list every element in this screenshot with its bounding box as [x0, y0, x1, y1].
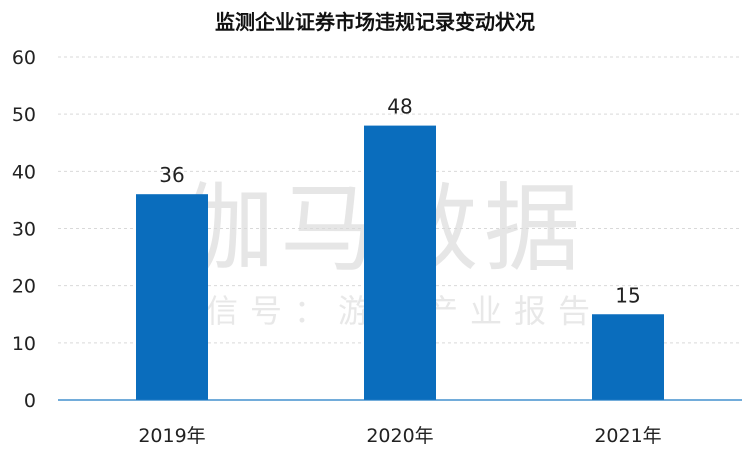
bars: [136, 125, 664, 400]
y-tick-label: 30: [12, 219, 36, 241]
y-tick-label: 50: [12, 104, 36, 126]
x-axis-category-labels: 2019年 2020年 2021年: [138, 425, 661, 447]
bar-2019: [136, 194, 208, 400]
bar-value-label: 36: [159, 163, 184, 187]
bar-2020: [364, 125, 436, 400]
bar-value-label: 48: [387, 95, 412, 119]
y-tick-label: 40: [12, 161, 36, 183]
y-tick-label: 20: [12, 276, 36, 298]
x-category-label: 2019年: [138, 425, 205, 447]
y-tick-label: 60: [12, 47, 36, 69]
x-category-label: 2020年: [366, 425, 433, 447]
bar-2021: [592, 314, 664, 400]
y-tick-label: 0: [24, 390, 36, 412]
y-axis-tick-labels: 0 10 20 30 40 50 60: [12, 47, 36, 412]
data-labels: 36 48 15: [159, 95, 640, 308]
x-category-label: 2021年: [594, 425, 661, 447]
y-tick-label: 10: [12, 333, 36, 355]
bar-value-label: 15: [615, 283, 640, 307]
chart-title: 监测企业证券市场违规记录变动状况: [215, 10, 535, 34]
